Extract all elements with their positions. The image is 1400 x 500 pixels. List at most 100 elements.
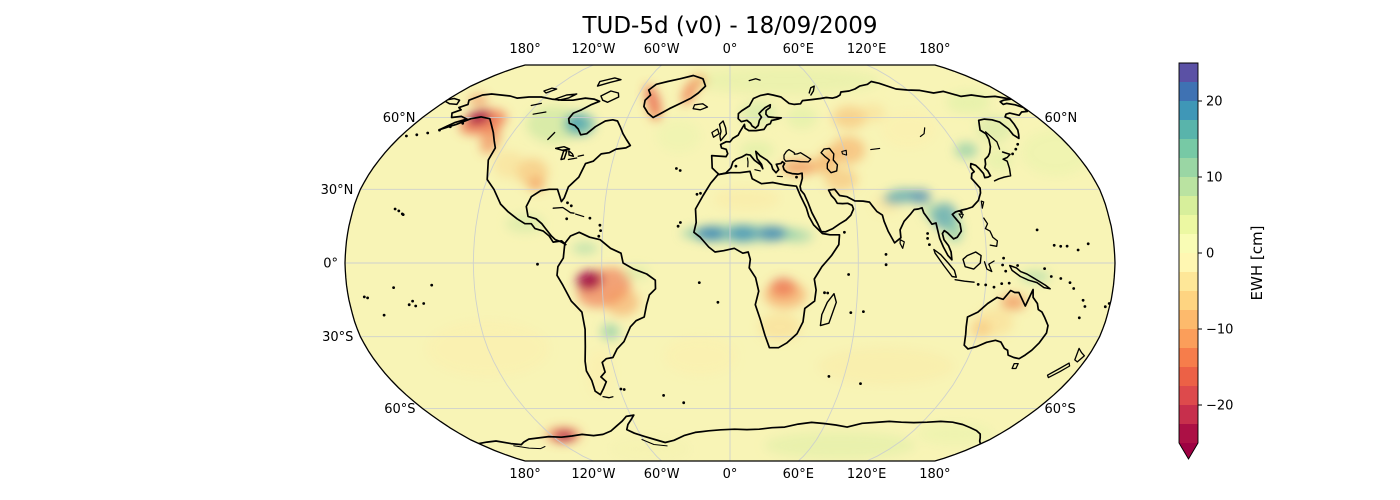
coastline-34	[958, 213, 964, 219]
island-dot	[536, 262, 539, 266]
island-dot	[926, 237, 929, 240]
island-dot	[414, 304, 418, 308]
anomaly-naustralia-orange	[1000, 294, 1026, 311]
lon-label-bottom-1: 120°W	[571, 467, 615, 482]
anomaly-arctic-green	[688, 66, 882, 95]
island-dot	[566, 201, 569, 205]
lat-label-left-4: 60°S	[384, 402, 415, 417]
anomaly-waustralia-orange	[970, 320, 991, 339]
coastline-33	[980, 200, 985, 209]
island-dot	[847, 273, 850, 276]
lat-label-left-1: 30°N	[321, 183, 354, 198]
island-dot	[382, 313, 386, 317]
coastline-8	[693, 170, 841, 349]
island-dot	[928, 243, 931, 247]
island-dot	[438, 128, 441, 132]
island-dot	[859, 382, 862, 385]
anomaly-brazil-orange	[605, 288, 640, 317]
island-dot	[795, 175, 798, 179]
island-dot	[1049, 275, 1053, 278]
island-dot	[826, 291, 830, 295]
island-dot	[565, 217, 569, 221]
lat-label-left-0: 60°N	[383, 111, 416, 126]
coastline-5	[543, 87, 558, 94]
coastline-45	[552, 206, 575, 214]
lon-label-bottom-6: 180°	[919, 467, 950, 482]
island-dot	[1086, 242, 1090, 246]
island-dot	[426, 131, 430, 135]
island-dots	[362, 121, 1111, 405]
coastline-2	[600, 90, 620, 103]
coastline-15	[748, 78, 761, 82]
coastline-24	[568, 150, 575, 157]
anomaly-natl-green	[656, 119, 701, 153]
colorbar-band	[1179, 120, 1198, 140]
coastline-7	[602, 395, 614, 399]
island-dot	[362, 295, 366, 299]
lat-label-left-3: 30°S	[322, 330, 353, 345]
map-boundary	[344, 64, 1116, 462]
island-dot	[827, 375, 831, 378]
colorbar-band	[1179, 329, 1198, 349]
anomaly-okhotsk-green	[976, 115, 1013, 143]
colorbar-band	[1179, 253, 1198, 273]
island-dot	[448, 125, 452, 129]
anomaly-congo-halo	[764, 281, 807, 309]
island-dot	[849, 311, 853, 314]
coastline-46	[575, 213, 585, 218]
coastline-31	[984, 131, 1001, 150]
lat-label-right-1: 60°S	[1045, 402, 1076, 417]
anomaly-alaska-north	[469, 94, 488, 106]
island-dot	[397, 209, 401, 213]
coastline-26	[577, 154, 585, 157]
coastline-14	[692, 103, 709, 111]
colorbar-tick-label-3: −10	[1206, 323, 1233, 338]
lon-label-top-3: 0°	[723, 42, 738, 57]
island-dot	[1011, 152, 1014, 156]
lon-label-top-6: 180°	[919, 42, 950, 57]
anomaly-sahel-e-core	[757, 226, 788, 241]
island-dot	[392, 286, 395, 289]
lon-label-bottom-3: 0°	[723, 467, 738, 482]
island-dot	[699, 191, 702, 195]
island-dot	[407, 303, 411, 307]
island-dot	[1059, 277, 1063, 280]
coastline-10	[710, 80, 1029, 261]
island-dot	[597, 234, 601, 238]
island-dot	[1103, 305, 1107, 309]
island-dot	[976, 283, 980, 286]
coastline-50	[477, 414, 982, 446]
anomaly-ganges-teal	[883, 189, 917, 205]
lon-label-top-5: 120°E	[847, 42, 887, 57]
colorbar-label: EWH [cm]	[1248, 225, 1266, 301]
meridian-120	[866, 65, 988, 461]
lon-label-top-4: 60°E	[783, 42, 814, 57]
lon-label-bottom-5: 120°E	[847, 467, 887, 482]
island-dot	[1052, 243, 1056, 247]
coastline-11	[444, 97, 461, 106]
lat-label-left-2: 0°	[323, 257, 338, 272]
graticule	[345, 65, 1115, 461]
coastline-52	[641, 439, 668, 447]
coastline-32	[983, 217, 999, 247]
anomaly-paraguay-teal	[601, 323, 620, 340]
coastline-48	[754, 169, 761, 172]
island-dot	[1007, 281, 1011, 285]
anomaly-antarctic-green-east	[764, 431, 916, 460]
coastline-39	[983, 260, 995, 273]
lat-label-right-0: 60°N	[1045, 111, 1078, 126]
colorbar-band	[1179, 310, 1198, 330]
colorbar-outline	[1178, 62, 1199, 460]
anomaly-patagonia-cream	[588, 350, 612, 397]
graticule-labels: 180° 120°W 60°W 0° 60°E 120°E 180° 180° 120°W 60°…	[321, 42, 1078, 482]
colorbar-band	[1179, 405, 1198, 425]
anomaly-iran-orange	[825, 168, 858, 191]
coastline-42	[1011, 362, 1019, 370]
coastline-12	[718, 120, 728, 142]
island-dot	[697, 281, 701, 284]
anomaly-canada-green	[526, 106, 583, 143]
island-dot	[679, 221, 682, 224]
coastline-0	[439, 93, 632, 246]
anomaly-sahel-m-core	[727, 225, 758, 242]
